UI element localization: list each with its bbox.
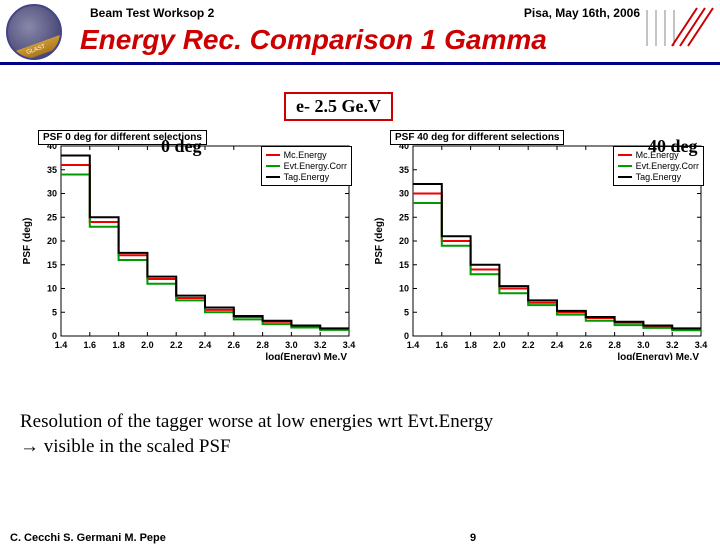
legend-swatch [266, 176, 280, 178]
chart-right-wrap: PSF 40 deg for different selections 40 d… [368, 130, 708, 360]
svg-text:2.2: 2.2 [170, 340, 183, 350]
arrow-icon: → [20, 436, 39, 457]
svg-text:2.8: 2.8 [608, 340, 621, 350]
svg-text:15: 15 [399, 260, 409, 270]
svg-text:15: 15 [47, 260, 57, 270]
svg-text:20: 20 [47, 236, 57, 246]
body-line1: Resolution of the tagger worse at low en… [20, 411, 493, 432]
header-decoration-icon [642, 2, 718, 50]
svg-text:2.8: 2.8 [256, 340, 269, 350]
svg-text:30: 30 [47, 189, 57, 199]
svg-text:2.0: 2.0 [141, 340, 154, 350]
svg-text:3.4: 3.4 [343, 340, 356, 350]
svg-text:2.2: 2.2 [522, 340, 535, 350]
svg-text:2.4: 2.4 [199, 340, 212, 350]
workshop-name: Beam Test Worksop 2 [90, 6, 214, 20]
slide-header: GLAST Beam Test Worksop 2 Pisa, May 16th… [0, 0, 720, 65]
svg-text:3.4: 3.4 [695, 340, 708, 350]
legend-item: Mc.Energy [266, 150, 347, 160]
legend-swatch [618, 176, 632, 178]
subtitle-box: e- 2.5 Ge.V [284, 92, 393, 121]
svg-text:PSF (deg): PSF (deg) [22, 218, 33, 265]
svg-text:2.6: 2.6 [228, 340, 241, 350]
svg-text:3.2: 3.2 [666, 340, 679, 350]
legend-swatch [266, 165, 280, 167]
svg-text:5: 5 [52, 307, 57, 317]
svg-text:1.4: 1.4 [407, 340, 420, 350]
legend-swatch [618, 154, 632, 156]
footer-page: 9 [470, 532, 476, 544]
svg-text:1.8: 1.8 [112, 340, 125, 350]
svg-text:20: 20 [399, 236, 409, 246]
legend-item: Tag.Energy [266, 172, 347, 182]
svg-text:1.6: 1.6 [84, 340, 97, 350]
legend-swatch [266, 154, 280, 156]
legend-swatch [618, 165, 632, 167]
svg-text:25: 25 [399, 212, 409, 222]
charts-row: PSF 0 deg for different selections 0 deg… [16, 130, 708, 360]
svg-text:PSF (deg): PSF (deg) [374, 218, 385, 265]
svg-text:1.4: 1.4 [55, 340, 68, 350]
svg-text:1.6: 1.6 [436, 340, 449, 350]
svg-text:5: 5 [404, 307, 409, 317]
svg-text:3.2: 3.2 [314, 340, 327, 350]
svg-text:2.0: 2.0 [493, 340, 506, 350]
footer-authors: C. Cecchi S. Germani M. Pepe [10, 532, 166, 544]
body-line2: visible in the scaled PSF [39, 436, 231, 457]
svg-text:3.0: 3.0 [637, 340, 650, 350]
legend-label: Mc.Energy [284, 150, 327, 160]
legend-item: Evt.Energy.Corr [618, 161, 699, 171]
logo: GLAST [6, 4, 62, 60]
header-date: Pisa, May 16th, 2006 [524, 6, 640, 20]
svg-text:2.6: 2.6 [580, 340, 593, 350]
chart-right-title: PSF 40 deg for different selections [390, 130, 564, 145]
legend-label: Tag.Energy [284, 172, 330, 182]
slide-title: Energy Rec. Comparison 1 Gamma [80, 24, 547, 56]
chart-left-wrap: PSF 0 deg for different selections 0 deg… [16, 130, 356, 360]
svg-text:1.8: 1.8 [464, 340, 477, 350]
chart-left-overlay: 0 deg [161, 136, 202, 157]
svg-text:35: 35 [399, 165, 409, 175]
legend-label: Evt.Energy.Corr [284, 161, 347, 171]
svg-text:10: 10 [47, 284, 57, 294]
chart-left-legend: Mc.EnergyEvt.Energy.CorrTag.Energy [261, 146, 352, 186]
legend-label: Evt.Energy.Corr [636, 161, 699, 171]
svg-text:2.4: 2.4 [551, 340, 564, 350]
svg-text:3.0: 3.0 [285, 340, 298, 350]
svg-text:log(Energy) Me.V: log(Energy) Me.V [265, 352, 347, 360]
svg-text:25: 25 [47, 212, 57, 222]
svg-text:10: 10 [399, 284, 409, 294]
legend-item: Evt.Energy.Corr [266, 161, 347, 171]
body-text: Resolution of the tagger worse at low en… [20, 410, 710, 459]
svg-text:log(Energy) Me.V: log(Energy) Me.V [617, 352, 699, 360]
chart-right-overlay: 40 deg [648, 136, 698, 157]
svg-text:35: 35 [47, 165, 57, 175]
legend-label: Tag.Energy [636, 172, 682, 182]
svg-text:30: 30 [399, 189, 409, 199]
logo-text: GLAST [6, 34, 62, 60]
legend-item: Tag.Energy [618, 172, 699, 182]
